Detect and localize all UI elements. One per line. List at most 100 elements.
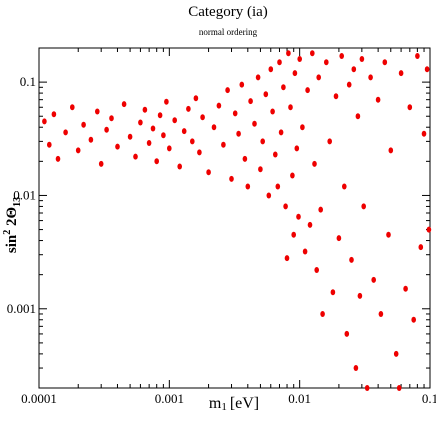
data-point (216, 102, 222, 109)
data-point (190, 138, 195, 145)
data-point (42, 118, 47, 125)
data-point (393, 350, 399, 357)
data-point (121, 101, 127, 108)
data-point (310, 50, 315, 57)
data-point (386, 231, 391, 238)
data-point (312, 160, 317, 167)
data-point (164, 98, 169, 105)
y-tick-label: 0.1 (20, 74, 36, 89)
data-point (330, 289, 336, 296)
data-point (181, 128, 187, 135)
y-tick-label: 0.001 (7, 301, 36, 316)
chart-title: Category (ia) (188, 4, 268, 20)
data-point (263, 91, 269, 98)
data-point (172, 117, 177, 124)
data-point (260, 138, 266, 145)
y-axis-label: sin2 2Θ13 (2, 197, 23, 253)
x-tick-label: 0.0001 (21, 391, 57, 406)
data-point (197, 149, 202, 156)
data-point (268, 66, 274, 73)
data-point (109, 115, 114, 122)
data-point (47, 141, 52, 148)
x-tick-label: 0.01 (288, 391, 311, 406)
data-point (81, 121, 86, 128)
x-tick-label: 0.1 (422, 391, 436, 406)
data-point (167, 145, 172, 152)
data-point (154, 158, 159, 165)
data-point (193, 95, 199, 102)
data-point (368, 74, 373, 81)
data-point (258, 166, 263, 173)
data-point (292, 70, 298, 77)
data-point (364, 385, 370, 391)
data-point (278, 129, 284, 136)
data-point (300, 124, 305, 131)
data-point (415, 53, 420, 59)
data-point (55, 155, 61, 162)
axis-ticks (38, 47, 431, 389)
data-point (277, 59, 282, 66)
data-point (286, 50, 291, 57)
data-points (42, 50, 432, 391)
data-point (359, 56, 365, 62)
data-point (353, 365, 359, 371)
data-point (305, 87, 310, 94)
data-point (307, 221, 313, 228)
chart-subtitle: normal ordering (199, 27, 258, 37)
data-point (426, 226, 432, 233)
data-point (63, 129, 68, 136)
data-point (375, 96, 381, 103)
data-point (339, 53, 345, 59)
y-axis-label-main: sin (4, 234, 20, 253)
data-point (206, 169, 211, 176)
data-point (371, 276, 377, 283)
data-point (351, 66, 357, 73)
data-point (211, 124, 217, 131)
data-point (242, 155, 248, 162)
data-point (320, 311, 325, 317)
data-point (336, 235, 342, 242)
data-point (290, 172, 295, 179)
x-axis-label-unit: [eV] (230, 395, 259, 412)
data-point (327, 138, 333, 145)
data-point (288, 104, 293, 111)
data-point (75, 147, 81, 154)
data-point (421, 130, 427, 137)
data-point (316, 74, 322, 81)
data-point (378, 311, 384, 317)
data-point (127, 133, 133, 140)
data-point (357, 292, 363, 299)
data-point (245, 183, 251, 190)
x-axis-label-main: m (209, 395, 222, 412)
data-point (284, 255, 290, 262)
data-point (333, 93, 339, 100)
data-point (396, 385, 402, 391)
data-point (138, 119, 143, 126)
data-point (302, 248, 308, 255)
data-point (424, 66, 430, 73)
data-point (349, 256, 354, 263)
data-point (232, 110, 238, 117)
x-tick-label: 0.001 (155, 391, 184, 406)
data-point (229, 175, 234, 182)
data-point (98, 160, 104, 167)
data-point (281, 84, 286, 91)
data-point (283, 203, 288, 210)
data-point (318, 206, 324, 213)
data-point (255, 74, 261, 81)
data-point (95, 108, 100, 115)
x-axis-label: m1 [eV] (209, 395, 259, 413)
data-point (142, 106, 148, 113)
data-point (177, 163, 182, 170)
data-point (200, 114, 205, 121)
y-axis-label-sub: 13 (12, 197, 23, 207)
data-point (221, 141, 226, 148)
data-point (344, 330, 350, 337)
data-point (239, 81, 245, 88)
data-point (186, 105, 191, 112)
y-axis-label-mid: 2Θ (4, 207, 20, 230)
data-point (403, 285, 408, 292)
data-point (398, 70, 404, 77)
data-point (275, 183, 281, 190)
data-point (411, 316, 417, 323)
